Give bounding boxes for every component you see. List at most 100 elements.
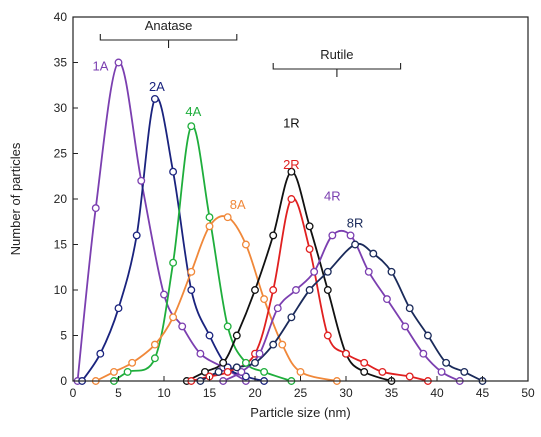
series-label-2r: 2R [283,157,300,172]
x-tick-label: 25 [294,386,308,400]
data-point-1r [200,367,209,376]
data-point-4a [150,354,159,363]
data-point-2a [205,331,214,340]
data-point-2a [169,167,178,176]
series-line-4a [113,124,292,382]
group-label-anatase: Anatase [145,18,193,33]
data-point-2a [96,349,105,358]
data-point-8r [232,363,241,372]
series-line-8r [199,242,483,382]
data-point-4r [237,367,246,376]
data-point-4a [205,213,214,222]
data-point-1r [360,367,369,376]
data-point-8r [460,367,469,376]
y-tick-label: 30 [54,101,68,115]
data-point-8a [241,240,250,249]
series-label-1a: 1A [93,59,109,74]
x-tick-label: 15 [203,386,217,400]
data-point-2r [223,367,232,376]
data-point-8r [214,367,223,376]
data-point-4a [223,322,232,331]
x-tick-label: 40 [430,386,444,400]
x-tick-label: 5 [115,386,122,400]
data-point-8a [109,367,118,376]
data-point-8a [205,222,214,231]
data-point-8r [423,331,432,340]
data-point-1a [160,290,168,299]
bracket-rutile [272,63,402,77]
data-point-4a [260,367,269,376]
data-point-8r [305,286,314,294]
data-point-4a [187,122,196,131]
data-point-8a [296,367,305,376]
data-point-8a [278,340,287,349]
data-point-1r [323,286,332,294]
data-point-2a [187,286,196,294]
x-axis-ticks: 0 5 10 15 20 25 30 35 40 45 50 [70,376,535,400]
y-tick-label: 0 [60,374,67,388]
data-point-1a [114,58,123,67]
data-point-2r [378,367,387,376]
data-point-4r [364,267,373,276]
data-point-8r [405,304,414,313]
x-tick-label: 0 [70,386,77,400]
group-label-rutile: Rutile [320,47,353,62]
data-point-2a [150,94,159,103]
series-label-4r: 4R [324,188,341,203]
data-point-4r [401,322,410,331]
x-tick-label: 30 [339,386,353,400]
x-tick-label: 35 [385,386,399,400]
group-brackets: Anatase Rutile [99,18,402,77]
series-label-8a: 8A [230,197,246,212]
y-axis-label: Number of particles [8,142,23,255]
x-tick-label: 20 [248,386,262,400]
data-point-4r [310,267,319,276]
data-point-1a [91,204,100,213]
data-point-4r [255,349,264,358]
data-point-1r [219,358,228,367]
data-point-1r [251,286,259,294]
series-line-8a [95,215,338,382]
data-point-8r [287,313,296,322]
data-point-4r [292,286,300,294]
data-point-2a [241,372,250,381]
x-tick-label: 45 [476,386,490,400]
data-point-1r [269,231,278,240]
x-tick-label: 10 [157,386,171,400]
data-point-8a [187,267,196,276]
data-point-8r [269,340,278,349]
y-tick-label: 15 [54,238,68,252]
series-labels: 1A 2A 4A 8A 1R 2R 4R 8R [93,59,364,231]
series-label-1r: 1R [283,116,300,131]
data-point-8a [260,295,269,304]
data-point-4r [383,295,391,304]
series-curves [76,61,483,382]
series-label-4a: 4A [185,104,201,119]
series-label-2a: 2A [149,79,165,94]
data-point-8a [223,213,232,222]
y-tick-label: 5 [60,329,67,343]
data-point-2r [287,195,296,203]
data-point-4a [169,258,178,267]
data-point-2a [132,231,141,240]
data-point-8r [251,358,259,367]
data-point-2r [405,372,414,381]
data-point-8a [169,313,178,322]
data-point-8r [387,267,396,276]
data-point-2r [342,349,350,358]
data-point-4r [437,367,446,376]
data-point-2a [114,304,123,313]
data-point-1a [178,322,187,331]
data-point-8r [369,249,378,258]
data-point-1r [232,331,241,340]
data-point-4r [328,231,337,240]
data-point-4r [273,304,282,313]
series-label-8r: 8R [347,216,364,231]
data-point-8r [442,358,451,367]
data-point-1a [137,176,146,185]
data-point-2r [269,286,278,294]
x-axis-label: Particle size (nm) [250,405,350,420]
data-point-4r [346,231,355,240]
data-point-8a [128,358,137,367]
